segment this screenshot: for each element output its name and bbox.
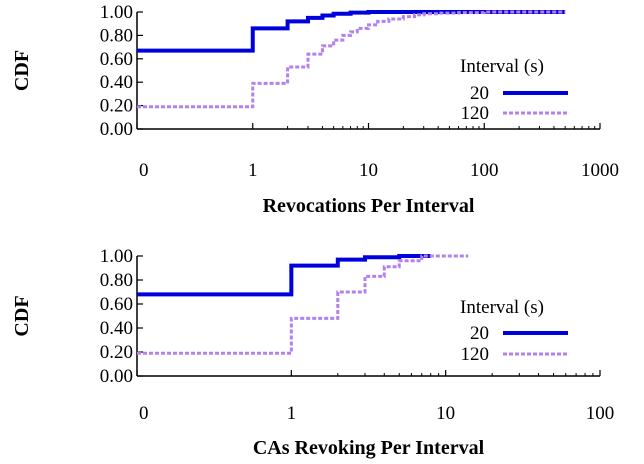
x-tick-label: 1	[248, 160, 258, 181]
x-tick-label: 100	[586, 403, 615, 424]
legend-title: Interval (s)	[460, 56, 544, 77]
y-tick-label: 0.60	[100, 49, 133, 70]
x-tick-label: 0	[139, 403, 149, 424]
y-tick-label: 0.80	[100, 25, 133, 46]
y-tick-label: 1.00	[100, 246, 133, 267]
y-axis-title: CDF	[11, 50, 33, 91]
y-axis-title: CDF	[11, 295, 33, 336]
y-tick-label: 0.40	[100, 72, 133, 93]
x-tick-label: 1000	[581, 160, 619, 181]
x-tick-label: 10	[436, 403, 455, 424]
y-tick-label: 0.20	[100, 96, 133, 117]
y-tick-label: 0.20	[100, 342, 133, 363]
series-line-120	[137, 254, 469, 355]
y-tick-label: 1.00	[100, 2, 133, 23]
x-tick-label: 0	[139, 160, 149, 181]
series-line-20	[137, 254, 431, 297]
legend-title: Interval (s)	[460, 297, 544, 318]
x-axis-title: CAs Revoking Per Interval	[253, 437, 485, 459]
x-axis-title: Revocations Per Interval	[263, 195, 475, 217]
x-tick-label: 1	[287, 403, 297, 424]
chart-panel-1: 0.000.20 0.400.60 0.801.00 0 1 10 100 1000 Revoc…	[11, 2, 619, 217]
series-line-20	[137, 10, 566, 53]
y-tick-label: 0.60	[100, 294, 133, 315]
y-tick-label: 0.40	[100, 318, 133, 339]
legend-label-120: 120	[461, 103, 490, 124]
legend-label-20: 20	[470, 83, 489, 104]
y-tick-label: 0.80	[100, 270, 133, 291]
chart-panel-2: 0.00 0.20 0.40 0.60 0.80 1.00 0 1 10 100 CAs Revok…	[11, 246, 614, 459]
x-tick-label: 10	[359, 160, 378, 181]
legend-label-120: 120	[461, 344, 490, 365]
y-tick-label: 0.00	[100, 366, 133, 387]
y-tick-label: 0.00	[100, 119, 133, 140]
x-tick-label: 100	[470, 160, 499, 181]
legend-label-20: 20	[470, 323, 489, 344]
